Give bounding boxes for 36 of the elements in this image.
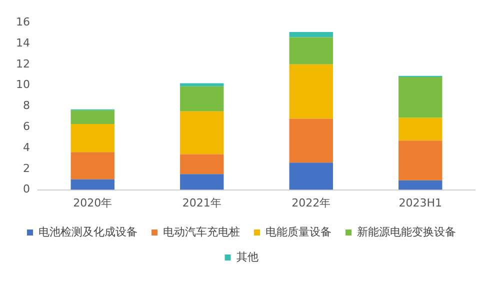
bar [289, 32, 333, 38]
bar [289, 37, 333, 64]
legend-label: 电动汽车充电桩 [163, 225, 240, 238]
bar [70, 152, 114, 180]
bar [398, 118, 442, 141]
bar [180, 154, 224, 174]
y-tick-label: 2 [22, 162, 30, 175]
bar [70, 179, 114, 190]
y-tick-label: 12 [16, 57, 30, 70]
y-tick-label: 0 [22, 182, 30, 196]
legend-label: 其他 [236, 250, 258, 264]
bar [398, 76, 442, 118]
x-tick-label: 2020年 [73, 196, 112, 210]
y-tick-label: 10 [16, 78, 30, 92]
y-tick-label: 8 [22, 99, 30, 112]
bar [289, 118, 333, 163]
y-tick-label: 6 [22, 120, 30, 133]
bar [398, 180, 442, 190]
y-tick-label: 4 [22, 140, 30, 154]
bar [180, 111, 224, 154]
bar [289, 162, 333, 190]
bar [70, 110, 114, 124]
y-tick-label: 16 [16, 15, 30, 28]
bar [180, 83, 224, 86]
x-tick-label: 2023H1 [398, 196, 442, 210]
bar [398, 140, 442, 180]
legend-label: 电池检测及化成设备 [38, 225, 138, 238]
x-tick-label: 2021年 [182, 196, 222, 210]
y-tick-label: 14 [16, 36, 30, 50]
bar [70, 124, 114, 152]
bar [289, 64, 333, 119]
legend-label: 电能质量设备 [266, 225, 332, 238]
bar [180, 86, 224, 112]
legend-label: 新能源电能变换设备 [357, 225, 456, 238]
x-tick-label: 2022年 [292, 196, 331, 210]
bar [180, 174, 224, 190]
